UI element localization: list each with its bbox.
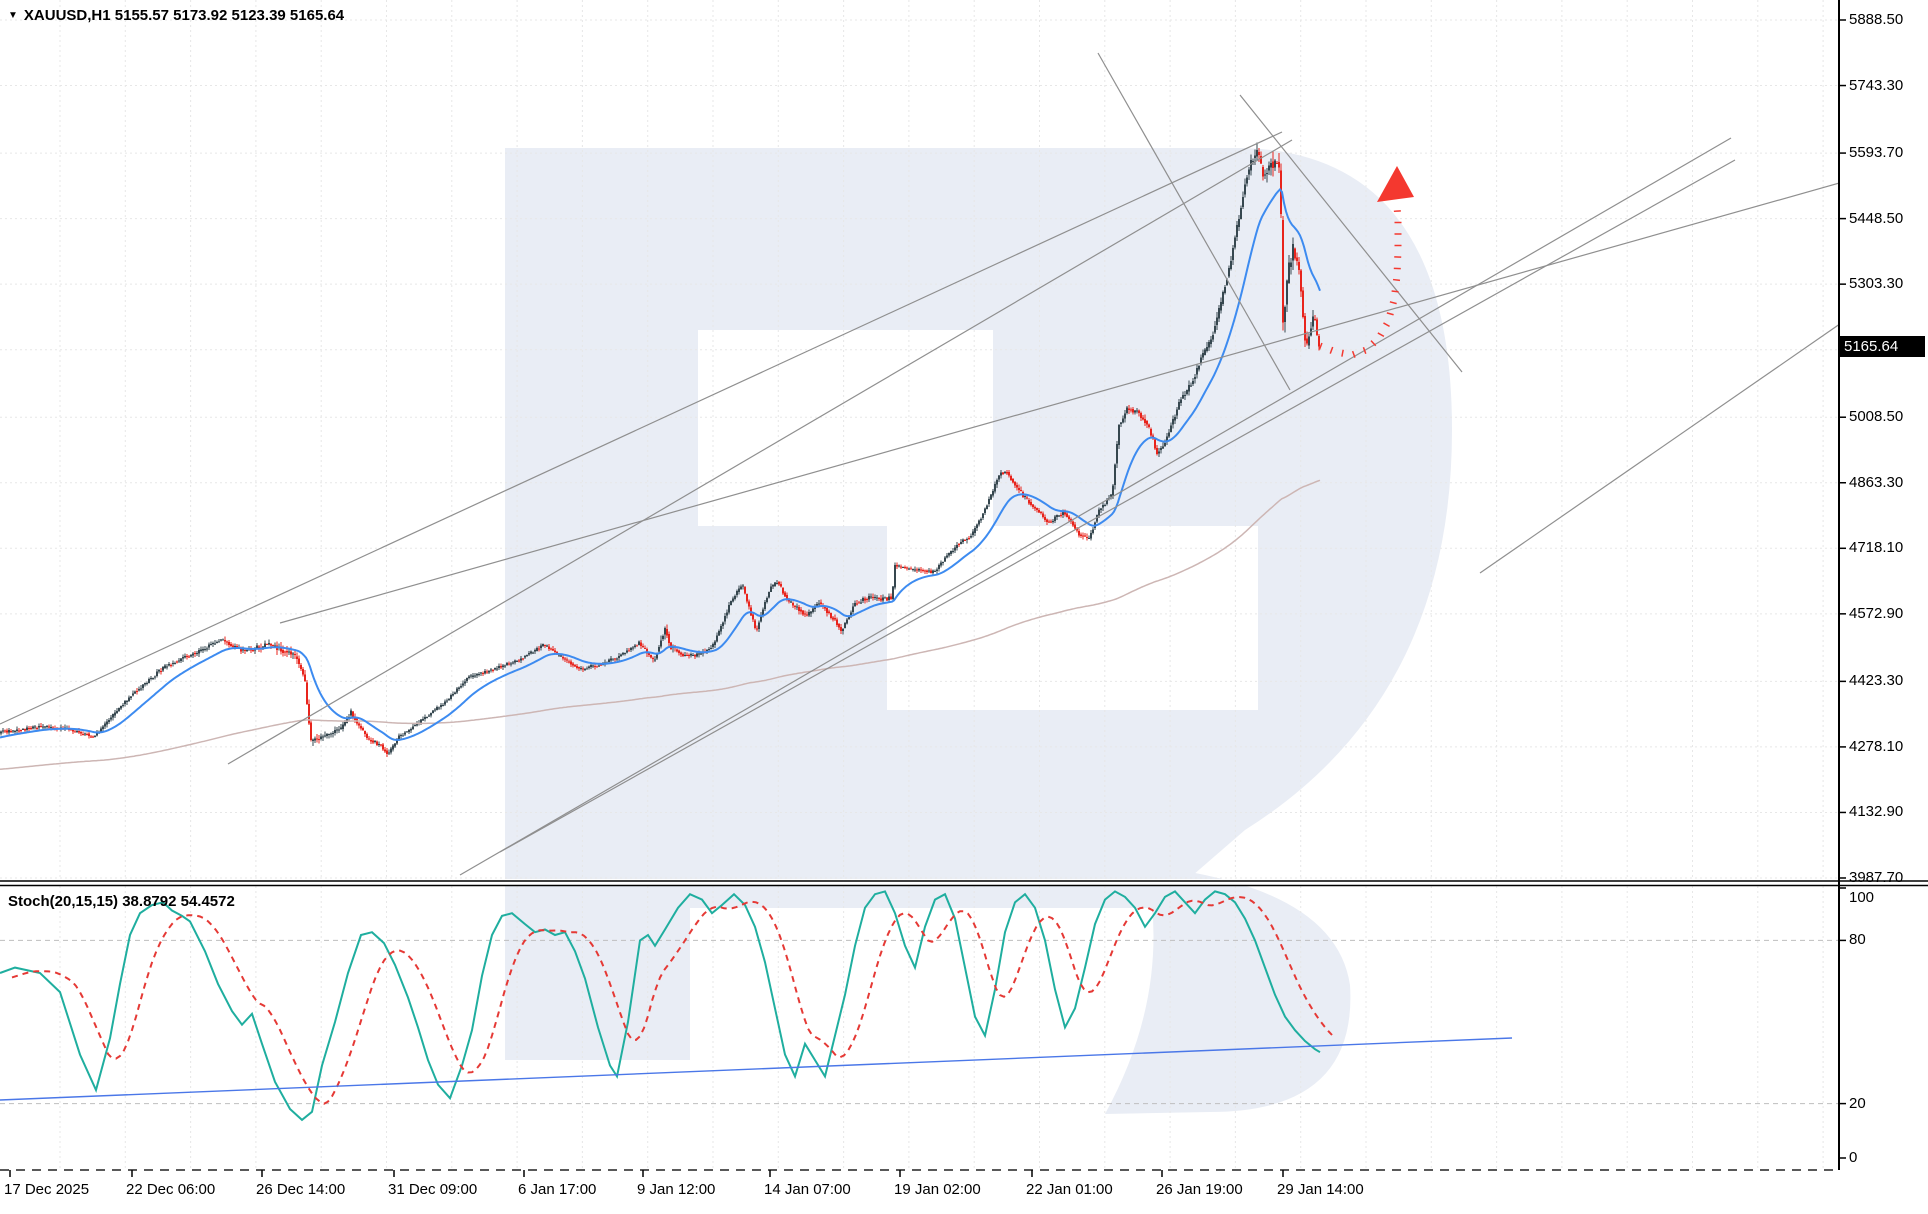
trendline-channel-upper	[0, 131, 1283, 725]
ma-slow-line	[0, 479, 1321, 771]
trendlines	[0, 52, 1838, 876]
symbol-header: ▼ XAUUSD,H1 5155.57 5173.92 5123.39 5165…	[8, 7, 344, 24]
forecast-arrow-head	[1377, 166, 1414, 202]
trendline-support-long-2	[499, 159, 1736, 853]
watermark-logo	[505, 148, 1452, 1114]
symbol-ohlc-info: XAUUSD,H1 5155.57 5173.92 5123.39 5165.6…	[23, 7, 345, 24]
symbol-dropdown-icon[interactable]: ▼	[8, 10, 18, 21]
stoch-trendline	[0, 1037, 1513, 1101]
trendline-support-long	[459, 137, 1732, 876]
stoch-main-line	[0, 890, 1321, 1122]
candlesticks	[0, 142, 1320, 757]
trendline-correction-down-2	[1239, 94, 1463, 373]
trendline-channel-upper-2	[227, 139, 1293, 765]
trendline-support-shallow	[279, 182, 1838, 624]
ma-fast-line	[0, 187, 1321, 741]
stochastic-indicator-label: Stoch(20,15,15) 38.8792 54.4572	[8, 893, 235, 910]
trendline-support-right	[1479, 324, 1838, 574]
stoch-signal-line	[11, 896, 1333, 1105]
grid	[0, 0, 1838, 1170]
stochastic-lines	[0, 890, 1333, 1122]
trendline-correction-down-1	[1097, 52, 1291, 391]
current-price-badge: 5165.64	[1839, 336, 1925, 357]
